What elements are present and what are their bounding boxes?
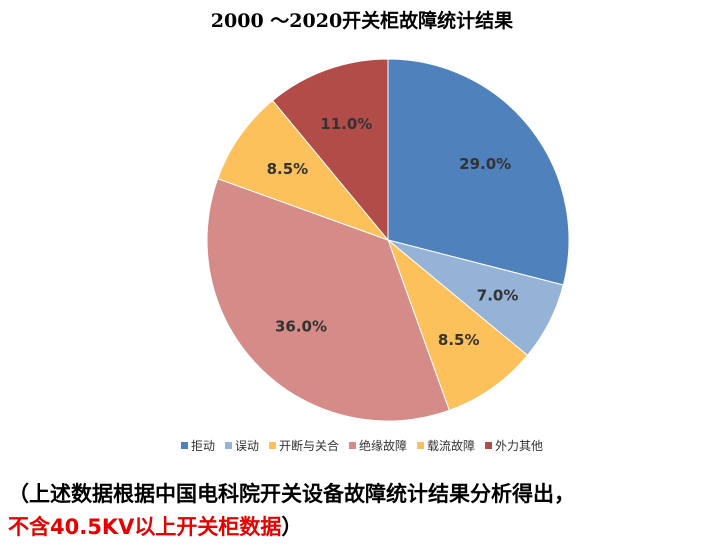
legend-swatch [224,442,232,449]
legend-swatch [485,442,493,449]
chart-legend: 拒动 误动 开断与关合 绝缘故障 载流故障 外力其他 [0,437,724,454]
note-line-2: 不含40.5KV以上开关柜数据） [8,511,575,544]
legend-item-external-other: 外力其他 [485,437,543,454]
pie-slice-refuse-operation [387,58,570,286]
data-label-insulation-fault: 36.0% [275,318,327,336]
legend-swatch [268,442,276,449]
pie-slice-breaking-closing [386,238,529,411]
legend-item-breaking-closing: 开断与关合 [268,437,339,454]
data-label-breaking-closing: 8.5% [438,331,480,349]
legend-label: 载流故障 [427,439,476,453]
data-label-mis-operation: 7.0% [477,286,519,304]
pie-slice-external-other [271,58,389,242]
legend-label: 绝缘故障 [359,439,408,453]
note-closing-paren: ） [281,515,303,539]
legend-label: 外力其他 [495,439,544,453]
data-source-note: （上述数据根据中国电科院开关设备故障统计结果分析得出， 不含40.5KV以上开关… [8,478,575,544]
legend-item-mis-operation: 误动 [224,437,259,454]
legend-item-refuse-operation: 拒动 [180,437,215,454]
pie-slice-current-carrying-fault [217,99,390,242]
legend-item-current-carrying-fault: 载流故障 [417,437,475,454]
legend-swatch [180,442,188,449]
legend-swatch [349,442,356,449]
legend-item-insulation-fault: 绝缘故障 [349,437,407,454]
note-line-1: （上述数据根据中国电科院开关设备故障统计结果分析得出， [8,482,575,506]
data-label-refuse-operation: 29.0% [459,155,511,173]
chart-title: 2000 ～2020开关柜故障统计结果 [210,10,514,32]
legend-label: 拒动 [190,439,215,453]
legend-swatch [417,442,425,449]
note-exclusion-text: 不含40.5KV以上开关柜数据 [8,515,282,539]
data-label-external-other: 11.0% [320,115,372,133]
legend-label: 误动 [234,439,259,453]
data-label-current-carrying-fault: 8.5% [267,160,309,178]
pie-chart: 29.0% 7.0% 8.5% 36.0% 8.5% 11.0% [206,58,570,422]
legend-label: 开断与关合 [278,439,339,453]
pie-slice-insulation-fault [206,178,450,422]
